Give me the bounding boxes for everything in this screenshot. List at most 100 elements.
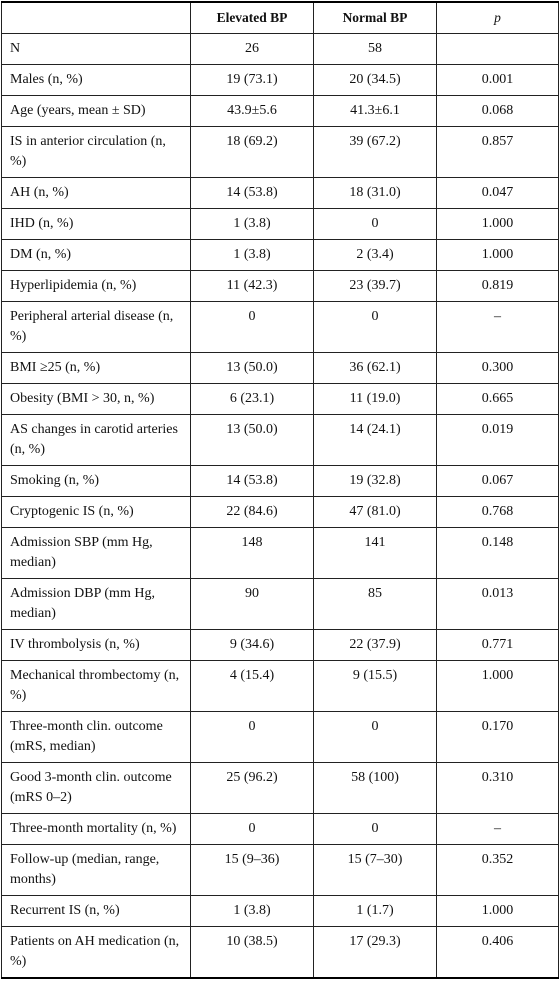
table-row: BMI ≥25 (n, %) 13 (50.0) 36 (62.1) 0.300 [1,352,559,384]
cell: 9 (34.6) [190,629,314,661]
row-label: AH (n, %) [1,177,191,209]
cell: – [436,301,559,353]
cell: 19 (73.1) [190,64,314,96]
cell: 14 (24.1) [313,414,437,466]
table-row: DM (n, %) 1 (3.8) 2 (3.4) 1.000 [1,239,559,271]
table-row: Mechanical thrombectomy (n, %) 4 (15.4) 9 … [1,660,559,712]
cell: 0 [190,711,314,763]
cell: 141 [313,527,437,579]
table-row: Cryptogenic IS (n, %) 22 (84.6) 47 (81.0) 0… [1,496,559,528]
table-row: Good 3-month clin. outcome (mRS 0–2) 25 (… [1,762,559,814]
cell: 26 [190,33,314,65]
table-row: Peripheral arterial disease (n, %) 0 0– [1,301,559,353]
row-label: Three-month clin. outcome (mRS, median) [1,711,191,763]
cell: 36 (62.1) [313,352,437,384]
table-row: Three-month clin. outcome (mRS, median) 0… [1,711,559,763]
cell: 0.352 [436,844,559,896]
cell: 0 [190,813,314,845]
cell: 2 (3.4) [313,239,437,271]
cell: 13 (50.0) [190,414,314,466]
cell: 23 (39.7) [313,270,437,302]
row-label: Age (years, mean ± SD) [1,95,191,127]
cell: 0.300 [436,352,559,384]
cell: 15 (7–30) [313,844,437,896]
table-row: Follow-up (median, range, months) 15 (9–3… [1,844,559,896]
table-row: Hyperlipidemia (n, %) 11 (42.3) 23 (39.7) 0… [1,270,559,302]
row-label: Patients on AH medication (n, %) [1,926,191,979]
cell: 0.068 [436,95,559,127]
cell: 0.665 [436,383,559,415]
row-label: Cryptogenic IS (n, %) [1,496,191,528]
row-label: IHD (n, %) [1,208,191,240]
table-row: AH (n, %) 14 (53.8) 18 (31.0) 0.047 [1,177,559,209]
cell: 0.406 [436,926,559,979]
table-row: IHD (n, %) 1 (3.8) 0 1.000 [1,208,559,240]
table-row: IV thrombolysis (n, %) 9 (34.6) 22 (37.9) 0… [1,629,559,661]
cell: 0.768 [436,496,559,528]
cell [436,33,559,65]
cell: 4 (15.4) [190,660,314,712]
row-label: Smoking (n, %) [1,465,191,497]
row-label: AS changes in carotid arteries (n, %) [1,414,191,466]
table-row: AS changes in carotid arteries (n, %) 13 … [1,414,559,466]
cell: 148 [190,527,314,579]
row-label: BMI ≥25 (n, %) [1,352,191,384]
cell: 20 (34.5) [313,64,437,96]
header-cell: Elevated BP [190,1,314,34]
cell: 0.067 [436,465,559,497]
table-row: IS in anterior circulation (n, %) 18 (69.… [1,126,559,178]
cell: 0.019 [436,414,559,466]
cell: 41.3±6.1 [313,95,437,127]
row-label: Mechanical thrombectomy (n, %) [1,660,191,712]
cell: 58 (100) [313,762,437,814]
row-label: N [1,33,191,65]
cell: 11 (19.0) [313,383,437,415]
cell: 0 [313,301,437,353]
cell: 58 [313,33,437,65]
table-row: Three-month mortality (n, %) 0 0– [1,813,559,845]
row-label: Admission DBP (mm Hg, median) [1,578,191,630]
cell: 39 (67.2) [313,126,437,178]
cell: 0.310 [436,762,559,814]
cell: 19 (32.8) [313,465,437,497]
cell: 1.000 [436,208,559,240]
cell: 85 [313,578,437,630]
cell: 11 (42.3) [190,270,314,302]
cell: 22 (37.9) [313,629,437,661]
cell: 43.9±5.6 [190,95,314,127]
cell: 0 [313,208,437,240]
cell: 14 (53.8) [190,465,314,497]
row-label: Admission SBP (mm Hg, median) [1,527,191,579]
table-row: Males (n, %) 19 (73.1) 20 (34.5) 0.001 [1,64,559,96]
cell: 0.819 [436,270,559,302]
cell: 0.170 [436,711,559,763]
cell: 0.148 [436,527,559,579]
table-row: Age (years, mean ± SD) 43.9±5.6 41.3±6.1 0.… [1,95,559,127]
table-row: N 26 58 [1,33,559,65]
cell: 0.047 [436,177,559,209]
row-label: DM (n, %) [1,239,191,271]
cell: 9 (15.5) [313,660,437,712]
cell: 18 (31.0) [313,177,437,209]
cell: – [436,813,559,845]
row-label: Follow-up (median, range, months) [1,844,191,896]
cell: 1 (3.8) [190,895,314,927]
cell: 13 (50.0) [190,352,314,384]
cell: 0.001 [436,64,559,96]
table-row: Obesity (BMI > 30, n, %) 6 (23.1) 11 (19.0… [1,383,559,415]
cell: 0.013 [436,578,559,630]
table-row: Admission DBP (mm Hg, median) 90 85 0.013 [1,578,559,630]
table-header: Elevated BP Normal BP p [1,1,559,34]
row-label: Good 3-month clin. outcome (mRS 0–2) [1,762,191,814]
header-row: Elevated BP Normal BP p [1,1,559,34]
cell: 0 [313,711,437,763]
cell: 0 [313,813,437,845]
row-label: Hyperlipidemia (n, %) [1,270,191,302]
cell: 1 (1.7) [313,895,437,927]
header-cell: p [436,1,559,34]
row-label: Obesity (BMI > 30, n, %) [1,383,191,415]
cell: 18 (69.2) [190,126,314,178]
cell: 10 (38.5) [190,926,314,979]
table-row: Recurrent IS (n, %) 1 (3.8) 1 (1.7) 1.000 [1,895,559,927]
